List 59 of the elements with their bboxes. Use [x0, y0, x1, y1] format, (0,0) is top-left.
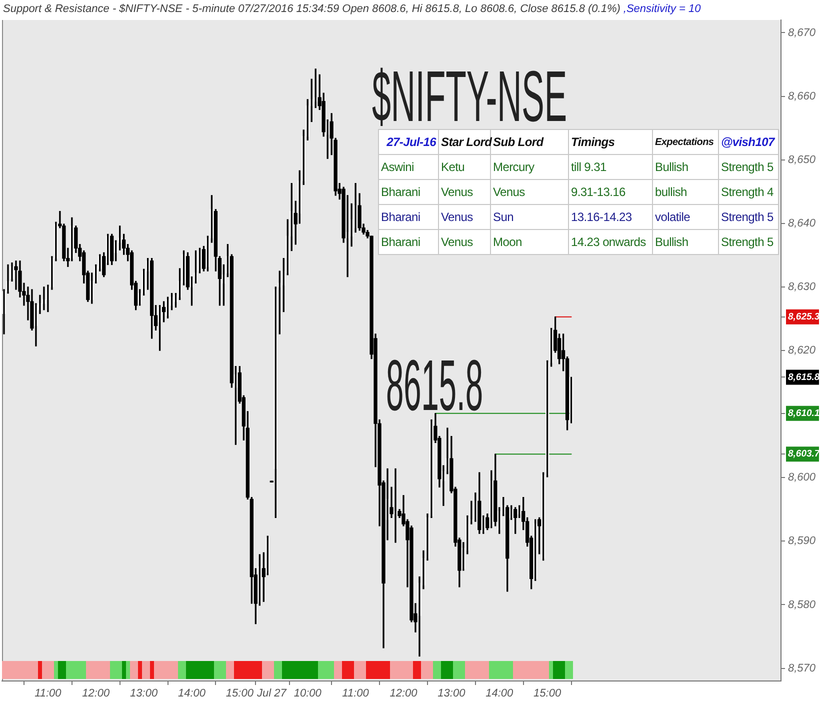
annotation: Moon	[490, 230, 568, 254]
annotation: Ketu	[438, 154, 490, 180]
annotation: Mercury	[490, 154, 568, 180]
annotation: Expectations	[652, 130, 718, 154]
annotation: 27-Jul-16	[378, 130, 438, 154]
annotation: Venus	[438, 204, 490, 230]
annotation: Sun	[490, 204, 568, 230]
y-tick-label: 8,620	[788, 344, 816, 357]
y-tick-label: 8,615.8	[788, 372, 820, 383]
annotation: 8615.8	[386, 345, 483, 426]
y-tick-label: 8,600	[788, 472, 816, 484]
y-tick-label: 8,670	[788, 26, 816, 39]
x-tick-label: 13:00	[438, 688, 466, 700]
annotation: Sub Lord	[490, 130, 568, 154]
annotation: Strength 4	[718, 180, 778, 204]
annotation: Star Lord	[438, 130, 492, 154]
annotation: Venus	[438, 180, 490, 204]
annotation: Venus	[490, 180, 568, 204]
annotation: Bharani	[378, 230, 438, 254]
x-tick-label: 13:00	[130, 688, 158, 700]
x-tick-label: Jul 27	[256, 688, 288, 700]
annotation: Strength 5	[718, 154, 778, 180]
x-tick-label: 11:00	[34, 688, 62, 700]
y-tick-label: 8,580	[788, 598, 816, 611]
x-tick-label: 11:00	[342, 688, 370, 700]
chart-subtitle: ,Sensitivity = 10	[623, 3, 701, 15]
x-tick-label: 12:00	[390, 688, 418, 700]
annotation: Strength 5	[718, 204, 778, 230]
annotation: 14.23 onwards	[568, 230, 652, 254]
x-tick-label: 14:00	[178, 688, 206, 700]
x-tick-label: 15:00	[226, 688, 254, 700]
y-tick-label: 8,625.3	[788, 311, 820, 322]
annotation: till 9.31	[568, 154, 652, 180]
annotation: Strength 5	[718, 230, 778, 254]
x-tick-label: 10:00	[294, 688, 322, 700]
annotation: Aswini	[378, 154, 438, 180]
y-tick-label: 8,660	[788, 90, 816, 102]
y-tick-label: 8,610.1	[788, 408, 820, 420]
y-tick-label: 8,603.7	[788, 448, 820, 460]
annotation: Venus	[438, 230, 490, 254]
y-tick-label: 8,650	[788, 154, 816, 166]
x-tick-label: 12:00	[82, 688, 111, 700]
annotation: bullish	[652, 180, 718, 204]
annotation: Bharani	[378, 180, 438, 204]
annotation: volatile	[652, 204, 718, 230]
annotation: Timings	[568, 130, 652, 154]
annotation: Bullish	[652, 230, 718, 254]
annotation: 13.16-14.23	[568, 204, 652, 230]
y-tick-label: 8,630	[788, 281, 816, 294]
y-tick-label: 8,590	[788, 535, 816, 548]
x-tick-label: 15:00	[534, 688, 562, 700]
y-tick-label: 8,640	[788, 217, 816, 230]
chart-title: Support & Resistance - $NIFTY-NSE - 5-minute 07/27/2016 15:34:59 Open 8608.6, Hi 8615.8, Lo 8608.6, Close 8615.8 (0.1%)	[3, 3, 620, 15]
annotation: Bharani	[378, 204, 438, 230]
annotation: Bullish	[652, 154, 718, 180]
annotation: 9.31-13.16	[568, 180, 652, 204]
x-tick-label: 14:00	[486, 688, 514, 700]
annotation: @vish107	[718, 130, 778, 154]
y-tick-label: 8,570	[788, 662, 816, 674]
